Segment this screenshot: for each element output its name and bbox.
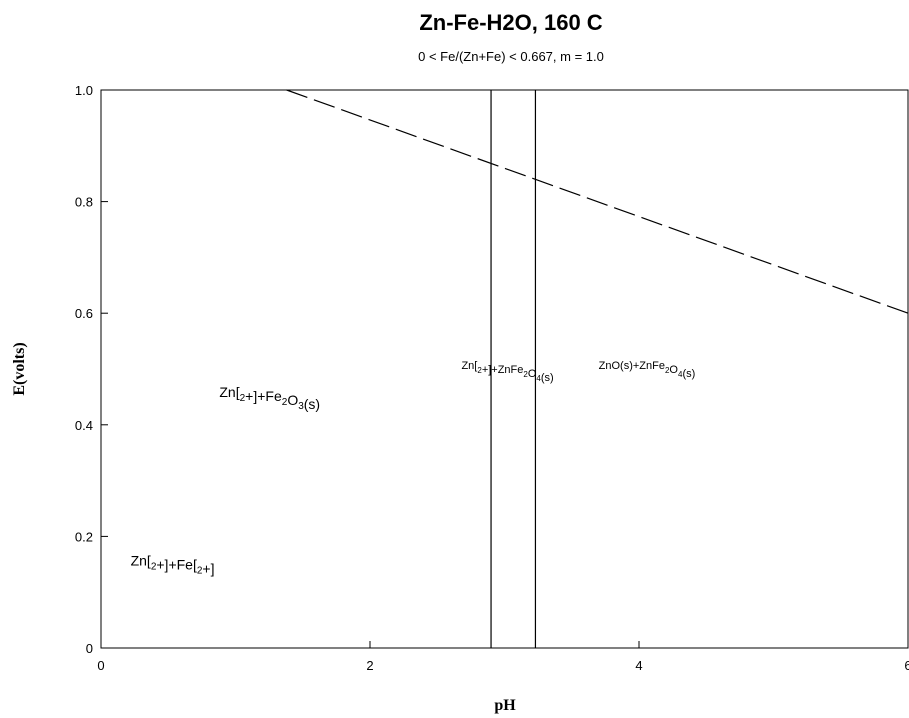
x-tick-label: 2 (366, 658, 373, 673)
y-tick-label: 0.2 (75, 529, 93, 544)
region-label: Zn[2+]+Fe[2+] (131, 552, 215, 576)
axis-ticks: 0 2 4 6 0 0.2 0.4 0.6 0.8 1.0 (75, 83, 909, 673)
x-tick-label: 4 (635, 658, 642, 673)
y-tick-label: 0.6 (75, 306, 93, 321)
x-tick-label: 0 (97, 658, 104, 673)
plot-frame (100, 89, 909, 649)
region-label: ZnO(s)+ZnFe2O4(s) (599, 360, 696, 380)
y-tick-label: 0.4 (75, 418, 93, 433)
y-tick-label: 0 (86, 641, 93, 656)
chart-subtitle: 0 < Fe/(Zn+Fe) < 0.667, m = 1.0 (418, 49, 604, 64)
y-tick-label: 0.8 (75, 195, 93, 210)
region-label: Zn[2+]+ZnFe2O4(s) (461, 360, 553, 384)
region-label: Zn[2+]+Fe2O3(s) (219, 384, 320, 412)
dashed-boundary-line (286, 89, 909, 314)
y-tick-label: 1.0 (75, 83, 93, 98)
x-axis-label: pH (494, 697, 516, 714)
x-tick-label: 6 (904, 658, 909, 673)
y-axis-label: E(volts) (11, 342, 28, 395)
chart-title: Zn-Fe-H2O, 160 C (419, 10, 602, 35)
boundary-lines (286, 89, 909, 648)
region-labels: Zn[2+]+Fe[2+] Zn[2+]+Fe2O3(s) Zn[2+]+ZnFe2… (131, 360, 696, 576)
